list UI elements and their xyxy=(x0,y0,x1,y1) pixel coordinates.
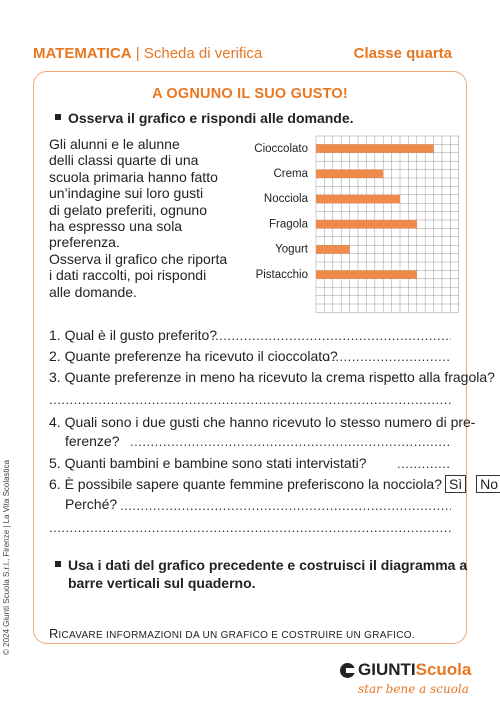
learning-objective-text: icavare informazioni da un grafico e cos… xyxy=(58,630,415,641)
bar-yogurt xyxy=(316,245,350,254)
bar-cioccolato xyxy=(316,144,434,153)
bar-nocciola xyxy=(316,194,400,204)
question-4-cont: ferenze? xyxy=(65,433,120,449)
answer-line[interactable]: ........................................… xyxy=(215,328,451,343)
intro-line: scuola primaria hanno fatto xyxy=(49,168,218,185)
learning-objective: Ricavare informazioni da un grafico e co… xyxy=(49,626,415,641)
question-1: 1. Qual è il gusto preferito? xyxy=(49,327,218,343)
worksheet-title: A OGNUNO IL SUO GUSTO! xyxy=(152,86,348,102)
instruction-build-line1: Usa i dati del grafico precedente e cost… xyxy=(68,557,468,573)
logo-part2: Scuola xyxy=(415,660,472,679)
question-3: 3. Quante preferenze in meno ha ricevuto… xyxy=(49,369,495,385)
bullet-icon xyxy=(55,561,61,568)
question-6-why: Perché? xyxy=(65,496,118,512)
category-label: Cioccolato xyxy=(254,143,308,155)
question-6: 6. È possibile sapere quante femmine pre… xyxy=(49,475,500,493)
subject-label: MATEMATICA xyxy=(33,45,132,62)
intro-line: un’indagine sui loro gusti xyxy=(49,185,204,202)
intro-line: delli classi quarte di una xyxy=(49,152,199,169)
category-label: Yogurt xyxy=(275,244,309,256)
header-separator: | xyxy=(135,45,140,62)
logo-tagline: star bene a scuola xyxy=(358,682,469,696)
intro-line: alle domande. xyxy=(49,283,137,300)
question-6-text: 6. È possibile sapere quante femmine pre… xyxy=(49,476,443,492)
page-header: MATEMATICA | Scheda di verifica Classe q… xyxy=(33,45,452,65)
question-2: 2. Quante preferenze ha ricevuto il cioc… xyxy=(49,348,338,364)
instruction-observe-text: Osserva il grafico e rispondi alle doman… xyxy=(68,110,354,126)
learning-objective-initial: R xyxy=(49,626,59,641)
intro-line: di gelato preferiti, ognuno xyxy=(49,201,207,218)
grade-label: Classe quarta xyxy=(353,45,452,62)
category-label: Pistacchio xyxy=(256,269,308,281)
answer-line[interactable]: ........................................… xyxy=(49,392,451,407)
logo-part1: GIUNTI xyxy=(358,660,416,679)
worksheet-frame xyxy=(33,71,467,644)
intro-line: i dati raccolti, poi rispondi xyxy=(49,267,207,284)
giunti-g-icon xyxy=(340,662,355,678)
question-5: 5. Quanti bambini e bambine sono stati i… xyxy=(49,455,367,471)
publisher-logo: GIUNTI Scuola star bene a scuola xyxy=(340,660,471,696)
intro-line: preferenza. xyxy=(49,234,120,251)
sheet-label: Scheda di verifica xyxy=(143,45,263,62)
bar-crema xyxy=(316,169,384,178)
category-label: Nocciola xyxy=(264,193,309,205)
answer-line[interactable]: ........................................… xyxy=(323,349,451,364)
category-label: Fragola xyxy=(269,218,309,230)
flavor-bar-chart: Cioccolato Crema Nocciola Fragola Yogurt Pist… xyxy=(254,135,460,313)
instruction-build-line2: barre verticali sul quaderno. xyxy=(68,575,256,591)
category-label: Crema xyxy=(273,168,308,180)
answer-line[interactable]: ........................................… xyxy=(120,498,451,513)
instruction-build: Usa i dati del grafico precedente e cost… xyxy=(55,556,467,592)
intro-line: Gli alunni e le alunne xyxy=(49,136,180,152)
question-4: 4. Quali sono i due gusti che hanno rice… xyxy=(49,414,476,430)
intro-text: Gli alunni e le alunne delli classi quar… xyxy=(49,136,249,300)
intro-line: Osserva il grafico che riporta xyxy=(49,250,228,267)
bar-fragola xyxy=(316,220,417,229)
answer-line[interactable]: ........................................… xyxy=(397,456,451,471)
answer-line[interactable]: ........................................… xyxy=(130,434,451,449)
instruction-observe: Osserva il grafico e rispondi alle doman… xyxy=(55,110,354,126)
bullet-icon xyxy=(55,114,61,121)
answer-line[interactable]: ........................................… xyxy=(49,520,451,535)
intro-line: ha espresso una sola xyxy=(49,218,183,235)
copyright-notice: © 2024 Giunti Scuola S.r.l., Firenze | L… xyxy=(2,459,11,655)
bar-pistacchio xyxy=(316,270,417,279)
choice-si-box[interactable]: Sì xyxy=(445,475,467,493)
choice-no-box[interactable]: No xyxy=(476,475,500,493)
